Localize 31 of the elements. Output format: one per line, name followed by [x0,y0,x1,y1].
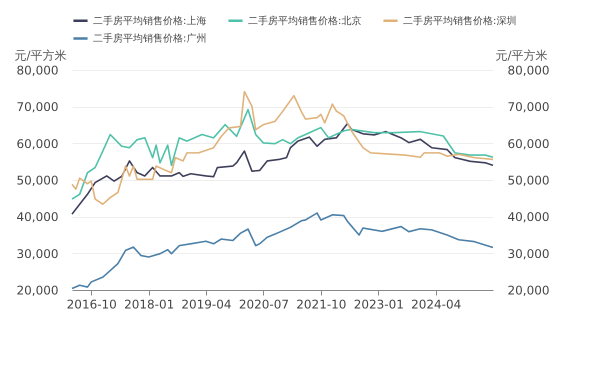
legend-label: 二手房平均销售价格:广州 [93,32,206,44]
x-tick-label: 2023-01 [354,298,404,312]
line-series [71,90,494,205]
x-tick-label: 2016-10 [66,298,117,312]
y-tick-label: 40,000 [16,210,58,224]
x-tick-label: 2018-01 [124,298,174,312]
y2-axis-title: 元/平方米 [496,48,548,62]
line-series [71,212,494,290]
x-tick-label: 2024-04 [411,298,462,312]
legend-label: 二手房平均销售价格:上海 [93,14,206,27]
y-tick-label: 60,000 [16,136,58,151]
y2-tick-label: 80,000 [508,64,550,78]
x-tick-label: 2019-04 [181,298,232,312]
y2-tick-label: 30,000 [508,246,550,261]
y2-tick-label: 20,000 [508,284,550,298]
x-tick-label: 2021-10 [296,298,346,312]
line-series [71,122,494,215]
y-tick-label: 80,000 [16,64,58,78]
y-axis-title: 元/平方米 [14,48,67,62]
x-tick-label: 2020-07 [238,298,289,312]
legend-label: 二手房平均销售价格:北京 [248,14,362,27]
y-tick-label: 50,000 [16,174,58,188]
legend-label: 二手房平均销售价格:深圳 [403,14,516,27]
y-tick-label: 30,000 [16,246,58,261]
y2-tick-label: 70,000 [508,100,550,114]
y-tick-label: 20,000 [16,284,58,298]
line-series [71,108,494,200]
y2-tick-label: 60,000 [508,136,550,151]
y2-tick-label: 40,000 [508,210,550,224]
y2-tick-label: 50,000 [508,174,550,188]
y-tick-label: 70,000 [16,100,58,114]
